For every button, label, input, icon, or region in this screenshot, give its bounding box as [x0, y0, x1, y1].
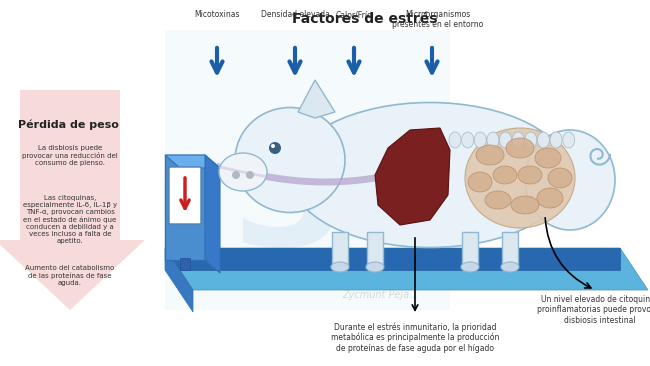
Ellipse shape	[501, 262, 519, 272]
Text: Durante el estrés inmunitario, la prioridad
metabólica es principalmente la prod: Durante el estrés inmunitario, la priori…	[331, 322, 499, 353]
Text: Densidad elevada: Densidad elevada	[261, 10, 330, 19]
Ellipse shape	[485, 191, 511, 209]
Ellipse shape	[331, 262, 349, 272]
Ellipse shape	[476, 145, 504, 165]
Polygon shape	[165, 155, 205, 260]
Ellipse shape	[235, 108, 345, 213]
Text: Microorganismos
presentes en el entorno: Microorganismos presentes en el entorno	[393, 10, 484, 29]
Polygon shape	[165, 30, 450, 310]
Ellipse shape	[462, 132, 474, 148]
FancyBboxPatch shape	[169, 167, 201, 224]
Ellipse shape	[290, 102, 570, 247]
Text: Pérdida de peso: Pérdida de peso	[18, 120, 119, 131]
Polygon shape	[165, 248, 648, 290]
Polygon shape	[180, 258, 190, 270]
Polygon shape	[332, 232, 348, 265]
Ellipse shape	[537, 188, 563, 208]
Polygon shape	[375, 128, 450, 225]
Ellipse shape	[506, 138, 534, 158]
Text: 3: 3	[232, 119, 348, 281]
Polygon shape	[462, 232, 478, 265]
Polygon shape	[165, 248, 193, 312]
Ellipse shape	[487, 132, 499, 148]
Polygon shape	[298, 80, 335, 118]
Text: Factores de estrés: Factores de estrés	[292, 12, 437, 26]
Ellipse shape	[525, 132, 537, 148]
Ellipse shape	[461, 262, 479, 272]
Text: Aumento del catabolismo
de las proteínas de fase
aguda.: Aumento del catabolismo de las proteínas…	[25, 265, 114, 285]
Ellipse shape	[550, 132, 562, 148]
Text: Micotoxinas: Micotoxinas	[194, 10, 240, 19]
Ellipse shape	[512, 132, 524, 148]
Polygon shape	[367, 232, 383, 265]
Polygon shape	[205, 155, 220, 273]
Ellipse shape	[525, 130, 615, 230]
Ellipse shape	[563, 132, 575, 148]
Circle shape	[246, 171, 254, 179]
Polygon shape	[165, 248, 620, 270]
Ellipse shape	[449, 132, 461, 148]
Text: Las citoquinas,
especialmente IL-6, IL-1β y
TNF-α, provocan cambios
en el estado: Las citoquinas, especialmente IL-6, IL-1…	[23, 195, 117, 244]
Ellipse shape	[219, 153, 267, 191]
Ellipse shape	[468, 172, 492, 192]
Circle shape	[232, 171, 240, 179]
Ellipse shape	[535, 148, 561, 168]
Text: La disblosis puede
provocar una reducción del
consumo de pienso.: La disblosis puede provocar una reducció…	[22, 145, 118, 166]
Ellipse shape	[493, 166, 517, 184]
Text: Calor/Frío: Calor/Frío	[335, 10, 372, 19]
Ellipse shape	[465, 128, 575, 228]
Polygon shape	[165, 155, 220, 168]
Circle shape	[271, 144, 275, 148]
Polygon shape	[502, 232, 518, 265]
Text: Zycmunt Peja...: Zycmunt Peja...	[342, 290, 418, 300]
Polygon shape	[0, 90, 145, 310]
Ellipse shape	[366, 262, 384, 272]
Ellipse shape	[511, 196, 539, 214]
Ellipse shape	[474, 132, 486, 148]
Text: Un nivel elevado de citoquinas
proinflamatorias puede provocar
disbiosis intesti: Un nivel elevado de citoquinas proinflam…	[537, 295, 650, 325]
Ellipse shape	[500, 132, 512, 148]
Ellipse shape	[548, 168, 572, 188]
Ellipse shape	[518, 166, 542, 184]
Ellipse shape	[538, 132, 549, 148]
Circle shape	[269, 142, 281, 154]
